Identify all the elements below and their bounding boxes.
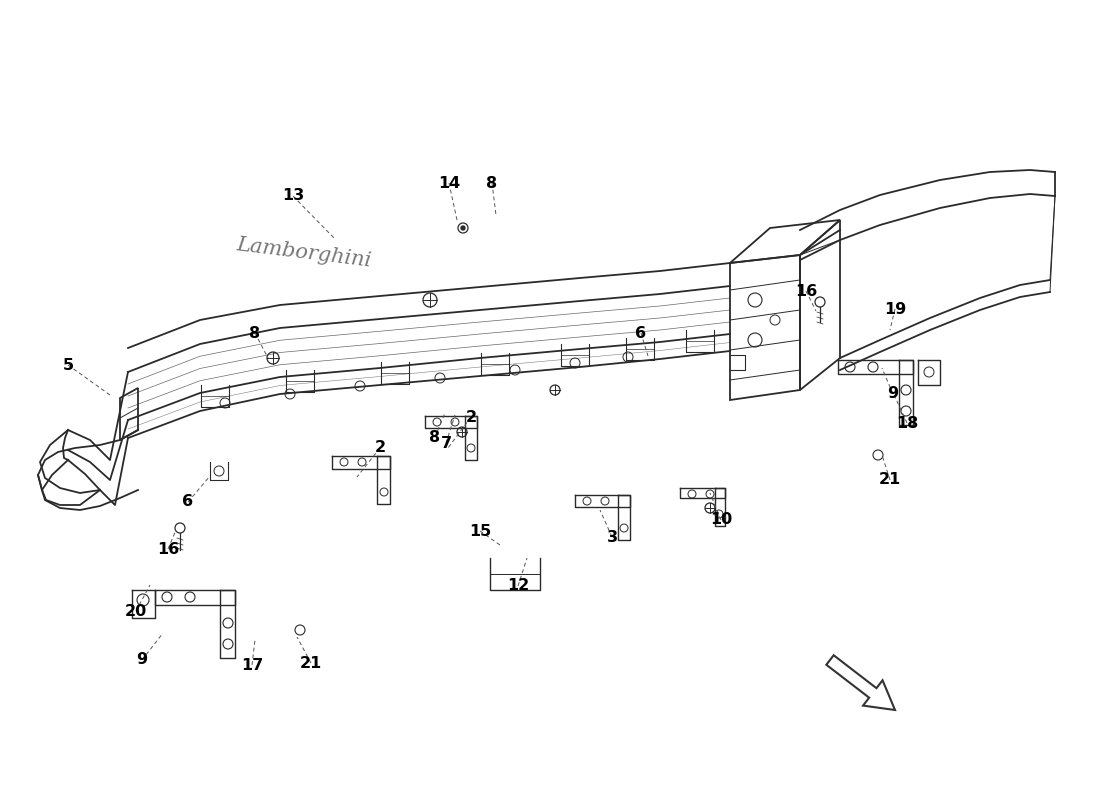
Text: 10: 10: [710, 513, 733, 527]
Text: 9: 9: [888, 386, 899, 402]
Text: 6: 6: [636, 326, 647, 341]
Text: 9: 9: [136, 653, 147, 667]
Text: 3: 3: [606, 530, 617, 545]
Text: 18: 18: [895, 415, 918, 430]
Text: 8: 8: [429, 430, 441, 445]
Text: 19: 19: [884, 302, 906, 317]
Text: 20: 20: [125, 603, 147, 618]
Text: 17: 17: [241, 658, 263, 673]
Text: 16: 16: [157, 542, 179, 557]
Text: 5: 5: [63, 358, 74, 373]
Text: 7: 7: [440, 435, 452, 450]
Text: 2: 2: [465, 410, 476, 425]
Text: 14: 14: [438, 175, 460, 190]
Text: 6: 6: [183, 494, 194, 510]
Text: 21: 21: [879, 473, 901, 487]
Text: 21: 21: [300, 655, 322, 670]
Circle shape: [461, 226, 465, 230]
Text: 8: 8: [250, 326, 261, 341]
Text: 2: 2: [374, 441, 386, 455]
Text: 16: 16: [795, 283, 817, 298]
Text: 8: 8: [486, 175, 497, 190]
FancyArrow shape: [826, 655, 895, 710]
Text: 12: 12: [507, 578, 529, 594]
Text: Lamborghini: Lamborghini: [235, 235, 372, 271]
Text: 13: 13: [282, 189, 304, 203]
Text: 15: 15: [469, 523, 491, 538]
